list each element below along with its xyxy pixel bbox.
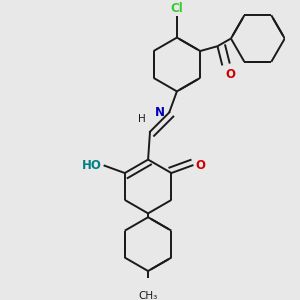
Text: O: O [195,159,206,172]
Text: Cl: Cl [170,2,183,14]
Text: H: H [138,114,146,124]
Text: HO: HO [82,159,102,172]
Text: O: O [225,68,235,81]
Text: CH₃: CH₃ [139,291,158,300]
Text: N: N [154,106,164,119]
